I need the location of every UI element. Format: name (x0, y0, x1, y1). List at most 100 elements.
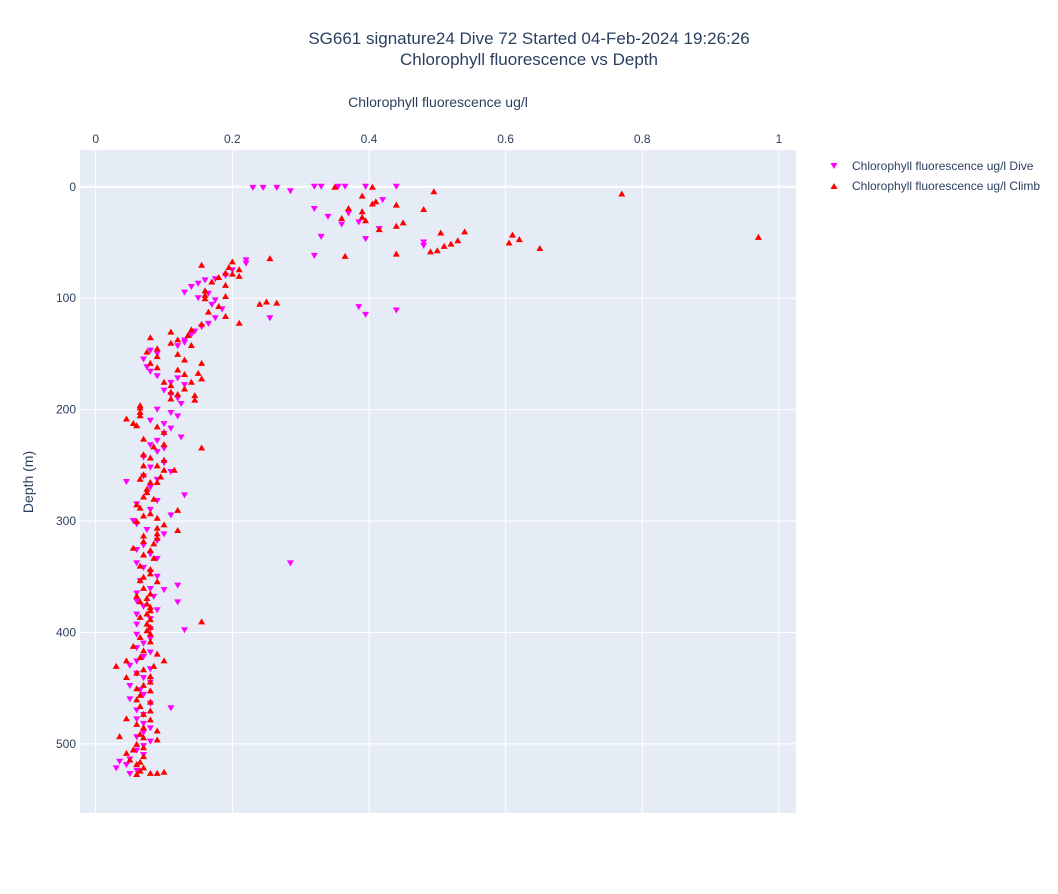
climb-point (153, 479, 161, 486)
plot-area[interactable] (80, 150, 796, 813)
dive-point (167, 425, 175, 432)
climb-point (129, 746, 137, 753)
climb-point (358, 208, 366, 215)
climb-point (140, 512, 148, 519)
climb-point (160, 521, 168, 528)
climb-point (136, 562, 144, 569)
dive-point (286, 560, 294, 567)
climb-point (150, 662, 158, 669)
climb-point (136, 730, 144, 737)
climb-point (228, 270, 236, 277)
climb-point (129, 420, 137, 426)
x-tick-label: 0.4 (361, 132, 378, 146)
dive-point (133, 598, 141, 605)
climb-point (170, 466, 178, 473)
climb-point (208, 278, 216, 285)
climb-point (146, 716, 154, 723)
dive-point (392, 183, 400, 190)
dive-point (146, 417, 154, 424)
climb-point (181, 370, 189, 377)
triangle-down-marker-icon (830, 163, 838, 169)
climb-point (331, 183, 339, 190)
dive-point (310, 183, 318, 190)
climb-point (160, 456, 168, 463)
dive-point (181, 627, 189, 634)
dive-point (122, 762, 130, 769)
climb-point (140, 681, 148, 688)
climb-point (157, 473, 165, 480)
climb-point (198, 375, 206, 382)
climb-point (174, 350, 182, 357)
climb-point (133, 422, 141, 429)
climb-point (116, 733, 124, 740)
legend-item-dive[interactable]: Chlorophyll fluorescence ug/l Dive (826, 156, 1040, 176)
data-points (112, 183, 762, 777)
climb-point (122, 657, 130, 664)
climb-point (146, 638, 154, 645)
dive-point (146, 464, 154, 471)
climb-point (222, 292, 230, 299)
climb-point (515, 236, 523, 243)
dive-point (140, 675, 148, 682)
climb-point (140, 462, 148, 469)
legend-label-climb: Chlorophyll fluorescence ug/l Climb (852, 179, 1041, 193)
climb-point (140, 764, 148, 771)
legend-item-climb[interactable]: Chlorophyll fluorescence ug/l Climb (826, 176, 1040, 196)
dive-point (160, 421, 168, 428)
climb-point (136, 412, 144, 419)
climb-point (133, 696, 141, 703)
climb-point (146, 607, 154, 614)
dive-point (140, 729, 148, 736)
climb-point (447, 240, 455, 247)
dive-point (310, 206, 318, 213)
climb-point (143, 594, 151, 601)
dive-point (174, 413, 182, 420)
climb-point (143, 610, 151, 617)
climb-point (198, 359, 206, 366)
dive-point (211, 315, 219, 322)
dive-point (362, 236, 370, 243)
y-tick-label: 400 (56, 625, 76, 639)
climb-point (146, 630, 154, 637)
climb-point (146, 565, 154, 572)
climb-point (122, 715, 130, 722)
dive-point (146, 738, 154, 745)
climb-point (174, 391, 182, 398)
climb-point (146, 510, 154, 517)
dive-point (133, 611, 141, 618)
y-tick-label: 500 (56, 737, 76, 751)
y-tick-label: 300 (56, 514, 76, 528)
climb-point (133, 501, 141, 508)
climb-point (392, 222, 400, 229)
climb-point (150, 443, 158, 450)
climb-point (143, 600, 151, 607)
climb-point (201, 295, 209, 302)
climb-point (140, 493, 148, 500)
climb-point (133, 592, 141, 599)
dive-point (174, 599, 182, 606)
climb-point (167, 388, 175, 395)
dive-point (133, 631, 141, 638)
dive-point (242, 257, 250, 264)
climb-point (228, 258, 236, 265)
climb-point (136, 767, 144, 774)
dive-point (201, 277, 209, 284)
dive-point (174, 582, 182, 589)
climb-point (153, 345, 161, 352)
climb-point (136, 577, 144, 584)
dive-point (355, 304, 363, 311)
dive-point (126, 662, 134, 669)
dive-point (153, 437, 161, 444)
dive-point (211, 297, 219, 304)
dive-point (317, 183, 325, 190)
dive-point (153, 555, 161, 562)
climb-point (146, 570, 154, 577)
climb-point (362, 217, 370, 224)
climb-point (222, 281, 230, 288)
climb-point (140, 734, 148, 741)
climb-point (153, 578, 161, 585)
legend[interactable]: Chlorophyll fluorescence ug/l Dive Chlor… (826, 156, 1040, 196)
dive-point (362, 183, 370, 190)
dive-point (146, 347, 154, 354)
